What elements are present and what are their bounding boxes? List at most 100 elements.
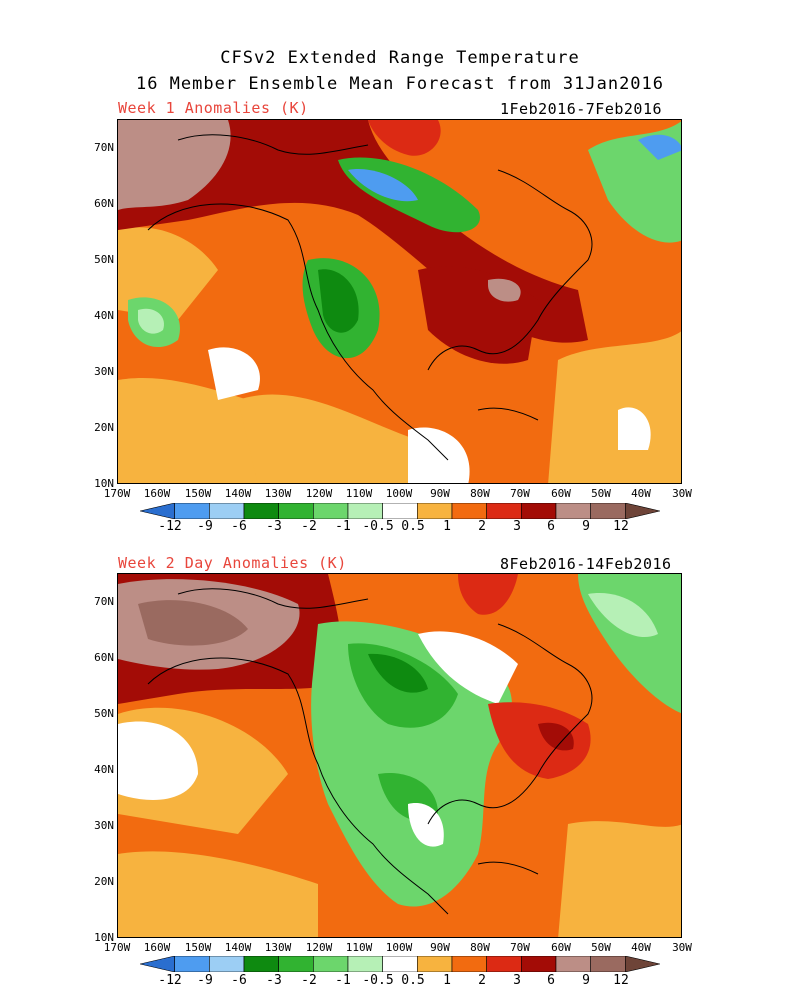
p1-colorbar	[140, 503, 660, 519]
colorbar-cell	[174, 956, 210, 972]
p2-lon-label: 110W	[345, 941, 373, 954]
colorbar-cell	[140, 503, 175, 519]
p1-cb-label: -1	[335, 519, 351, 534]
colorbar-cell	[521, 503, 557, 519]
p1-cb-label: -2	[301, 519, 317, 534]
colorbar-cell	[555, 956, 591, 972]
colorbar-cell	[625, 503, 660, 519]
panel-1-map	[117, 119, 682, 484]
p1-lat-label: 60N	[94, 197, 114, 210]
p2-lat-label: 30N	[94, 819, 114, 832]
p2-lat-label: 10N	[94, 931, 114, 944]
p2-lon-label: 120W	[305, 941, 333, 954]
panel-2-anomaly-field	[118, 574, 681, 937]
colorbar-cell	[209, 503, 245, 519]
p1-cb-label: -9	[197, 519, 213, 534]
p1-lat-label: 50N	[94, 253, 114, 266]
p2-lon-label: 160W	[143, 941, 171, 954]
colorbar-cell	[313, 956, 349, 972]
p2-lon-label: 130W	[264, 941, 292, 954]
p1-lon-label: 100W	[385, 487, 413, 500]
colorbar-cell	[486, 956, 522, 972]
p2-lon-label: 50W	[591, 941, 611, 954]
p2-lon-label: 60W	[551, 941, 571, 954]
p1-cb-label: -3	[266, 519, 282, 534]
p1-lat-label: 20N	[94, 421, 114, 434]
panel-2-title: Week 2 Day Anomalies (K)	[118, 554, 347, 572]
p2-lon-label: 140W	[224, 941, 252, 954]
p1-cb-label: 1	[443, 519, 451, 534]
colorbar-cell	[209, 956, 245, 972]
p2-cb-label: -3	[266, 973, 282, 988]
p2-cb-label: 9	[582, 973, 590, 988]
p2-cb-label: -0.5	[362, 973, 394, 988]
colorbar-cell	[451, 503, 487, 519]
p1-lon-label: 140W	[224, 487, 252, 500]
p2-lat-label: 50N	[94, 707, 114, 720]
p1-cb-label: -12	[158, 519, 182, 534]
panel-2-map	[117, 573, 682, 938]
p2-lon-label: 90W	[430, 941, 450, 954]
p2-colorbar	[140, 956, 660, 972]
p2-lon-label: 170W	[103, 941, 131, 954]
p1-lon-label: 110W	[345, 487, 373, 500]
p2-cb-label: 2	[478, 973, 486, 988]
p2-cb-label: -2	[301, 973, 317, 988]
colorbar-cell	[174, 503, 210, 519]
title-line-2: 16 Member Ensemble Mean Forecast from 31…	[135, 74, 665, 94]
p1-lon-label: 70W	[510, 487, 530, 500]
colorbar-cell	[347, 503, 383, 519]
p1-cb-label: 0.5	[401, 519, 425, 534]
p2-lat-label: 70N	[94, 595, 114, 608]
p2-lon-label: 80W	[470, 941, 490, 954]
colorbar-cell	[347, 956, 383, 972]
p1-cb-label: 2	[478, 519, 486, 534]
p1-lon-label: 150W	[184, 487, 212, 500]
p2-lon-label: 100W	[385, 941, 413, 954]
p1-lat-label: 30N	[94, 365, 114, 378]
p2-cb-label: 1	[443, 973, 451, 988]
colorbar-cell	[451, 956, 487, 972]
colorbar-cell	[278, 503, 314, 519]
colorbar-cell	[278, 956, 314, 972]
p2-cb-label: -12	[158, 973, 182, 988]
panel-1-anomaly-field	[118, 120, 681, 483]
p2-cb-label: -6	[231, 973, 247, 988]
p2-cb-label: 12	[613, 973, 629, 988]
colorbar-cell	[625, 956, 660, 972]
p2-lon-label: 150W	[184, 941, 212, 954]
colorbar-cell	[313, 503, 349, 519]
title-line-1: CFSv2 Extended Range Temperature	[220, 48, 580, 68]
colorbar-cell	[417, 956, 453, 972]
p1-lon-label: 30W	[672, 487, 692, 500]
p1-lon-label: 160W	[143, 487, 171, 500]
p1-lon-label: 60W	[551, 487, 571, 500]
p1-cb-label: -0.5	[362, 519, 394, 534]
p1-lon-label: 120W	[305, 487, 333, 500]
p2-cb-label: 3	[513, 973, 521, 988]
p1-cb-label: 12	[613, 519, 629, 534]
p2-lon-label: 70W	[510, 941, 530, 954]
p1-lon-label: 170W	[103, 487, 131, 500]
colorbar-cell	[521, 956, 557, 972]
p1-cb-label: 6	[547, 519, 555, 534]
p2-cb-label: -1	[335, 973, 351, 988]
p1-lon-label: 80W	[470, 487, 490, 500]
colorbar-cell	[140, 956, 175, 972]
p2-lon-label: 40W	[631, 941, 651, 954]
p1-lon-label: 50W	[591, 487, 611, 500]
colorbar-cell	[243, 503, 279, 519]
p1-cb-label: 3	[513, 519, 521, 534]
p2-lat-label: 40N	[94, 763, 114, 776]
p2-lat-label: 20N	[94, 875, 114, 888]
panel-1-dates: 1Feb2016-7Feb2016	[500, 100, 663, 118]
p1-cb-label: 9	[582, 519, 590, 534]
p2-cb-label: 0.5	[401, 973, 425, 988]
colorbar-cell	[382, 503, 418, 519]
colorbar-cell	[382, 956, 418, 972]
colorbar-cell	[590, 956, 626, 972]
colorbar-cell	[417, 503, 453, 519]
colorbar-cell	[486, 503, 522, 519]
p1-cb-label: -6	[231, 519, 247, 534]
